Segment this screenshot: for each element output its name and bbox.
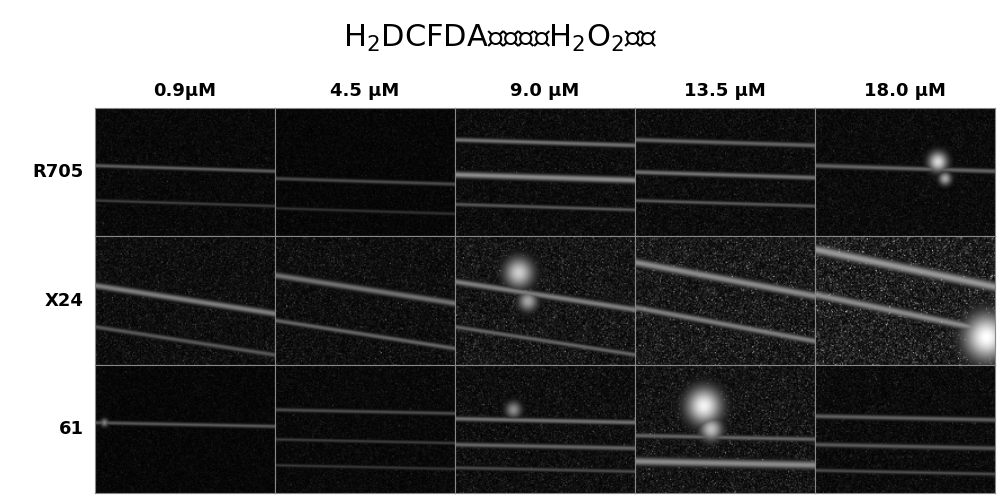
Text: 9.0 μM: 9.0 μM (510, 82, 580, 100)
Text: 0.9μM: 0.9μM (154, 82, 216, 100)
Y-axis label: 61: 61 (59, 420, 84, 438)
Text: H$_2$DCFDA染色检测H$_2$O$_2$分布: H$_2$DCFDA染色检测H$_2$O$_2$分布 (343, 23, 657, 54)
Text: 18.0 μM: 18.0 μM (864, 82, 946, 100)
Text: 4.5 μM: 4.5 μM (330, 82, 400, 100)
Y-axis label: X24: X24 (45, 292, 84, 309)
Text: 13.5 μM: 13.5 μM (684, 82, 766, 100)
Y-axis label: R705: R705 (33, 163, 84, 181)
